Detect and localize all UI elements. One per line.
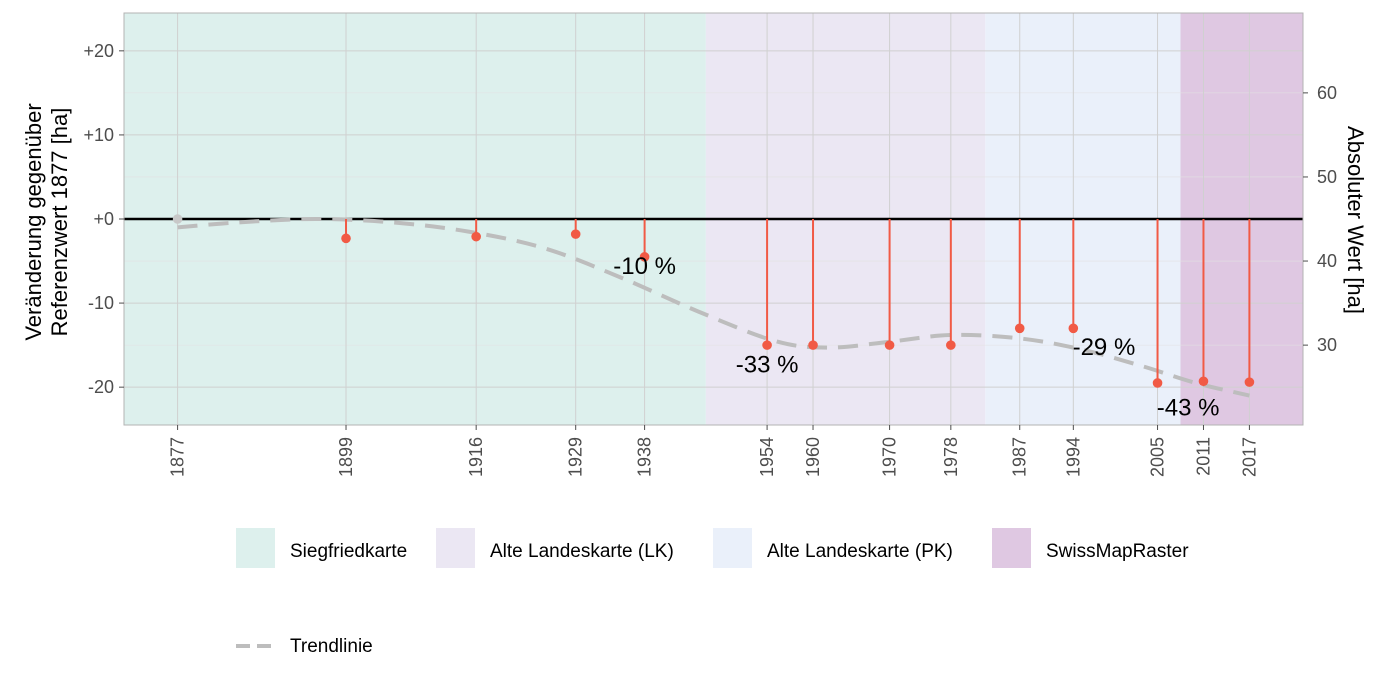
legend-trend-label: Trendlinie <box>290 636 373 657</box>
annotation-0: -10 % <box>613 253 676 280</box>
x-axis: 1877 1899 1916 1929 1938 1954 1960 1970 1978 1987… <box>168 425 1259 477</box>
y-left-tick-label-1: +10 <box>83 125 114 145</box>
y-left-tick-label-4: -20 <box>88 377 114 397</box>
lollipop-series <box>172 214 1255 388</box>
legend-key-3 <box>992 528 1031 568</box>
y-right-tick-label-2: 50 <box>1317 167 1337 187</box>
data-point-1929 <box>570 229 581 239</box>
data-point-1938 <box>639 252 650 262</box>
legend-label-3: SwissMapRaster <box>1046 541 1189 562</box>
x-tick-label-5: 1954 <box>757 437 777 477</box>
annotation-1: -33 % <box>736 351 799 378</box>
data-point-1987 <box>1014 323 1025 334</box>
data-point-2017 <box>1244 377 1255 387</box>
x-tick-label-8: 1978 <box>941 437 961 477</box>
data-point-1899 <box>341 233 351 244</box>
data-point-1954 <box>762 340 772 350</box>
x-tick-label-0: 1877 <box>168 437 188 477</box>
y-right-tick-label-0: 30 <box>1317 335 1337 355</box>
data-point-2005 <box>1152 378 1163 388</box>
y-right-title: Absoluter Wert [ha] <box>1343 126 1368 314</box>
x-tick-label-1: 1899 <box>336 437 356 477</box>
annotation-3: -43 % <box>1157 394 1220 421</box>
legend-label-0: Siegfriedkarte <box>290 541 407 562</box>
y-left-title-line1: Veränderung gegenüber <box>21 103 46 340</box>
legend-label-2: Alte Landeskarte (PK) <box>767 541 953 562</box>
data-point-1978 <box>946 340 956 350</box>
y-right-tick-label-3: 60 <box>1317 83 1337 103</box>
legend-label-1: Alte Landeskarte (LK) <box>490 541 674 562</box>
data-point-1960 <box>808 340 818 350</box>
percent-annotations: -10 % -33 % -29 % -43 % <box>613 253 1219 421</box>
data-point-1877 <box>172 214 183 224</box>
y-left-tick-label-2: +0 <box>93 209 114 229</box>
x-tick-label-2: 1916 <box>466 437 486 477</box>
data-point-1970 <box>884 340 895 350</box>
x-tick-label-9: 1987 <box>1010 437 1030 477</box>
legend: Siegfriedkarte Alte Landeskarte (LK) Alte … <box>236 528 1189 657</box>
x-tick-label-10: 1994 <box>1063 437 1083 477</box>
y-right-axis: 30 40 50 60 <box>1303 83 1337 355</box>
y-left-title-line2: Referenzwert 1877 [ha] <box>47 108 72 337</box>
x-tick-label-13: 2017 <box>1239 437 1259 477</box>
x-tick-label-11: 2005 <box>1148 437 1168 477</box>
x-tick-label-4: 1938 <box>635 437 655 477</box>
legend-key-1 <box>436 528 475 568</box>
legend-key-2 <box>713 528 752 568</box>
data-point-1994 <box>1068 323 1079 334</box>
x-tick-label-7: 1970 <box>880 437 900 477</box>
trend-line <box>177 216 1250 398</box>
annotation-2: -29 % <box>1073 334 1136 361</box>
x-tick-label-3: 1929 <box>566 437 586 477</box>
data-point-2011 <box>1198 376 1209 387</box>
y-left-tick-label-0: +20 <box>83 41 114 61</box>
legend-key-0 <box>236 528 275 568</box>
data-point-1916 <box>471 231 481 242</box>
y-left-tick-label-3: -10 <box>88 293 114 313</box>
x-tick-label-6: 1960 <box>803 437 823 477</box>
x-tick-label-12: 2011 <box>1193 437 1213 476</box>
y-left-axis: +20 +10 +0 -10 -20 <box>83 41 124 397</box>
y-right-tick-label-1: 40 <box>1317 251 1337 271</box>
